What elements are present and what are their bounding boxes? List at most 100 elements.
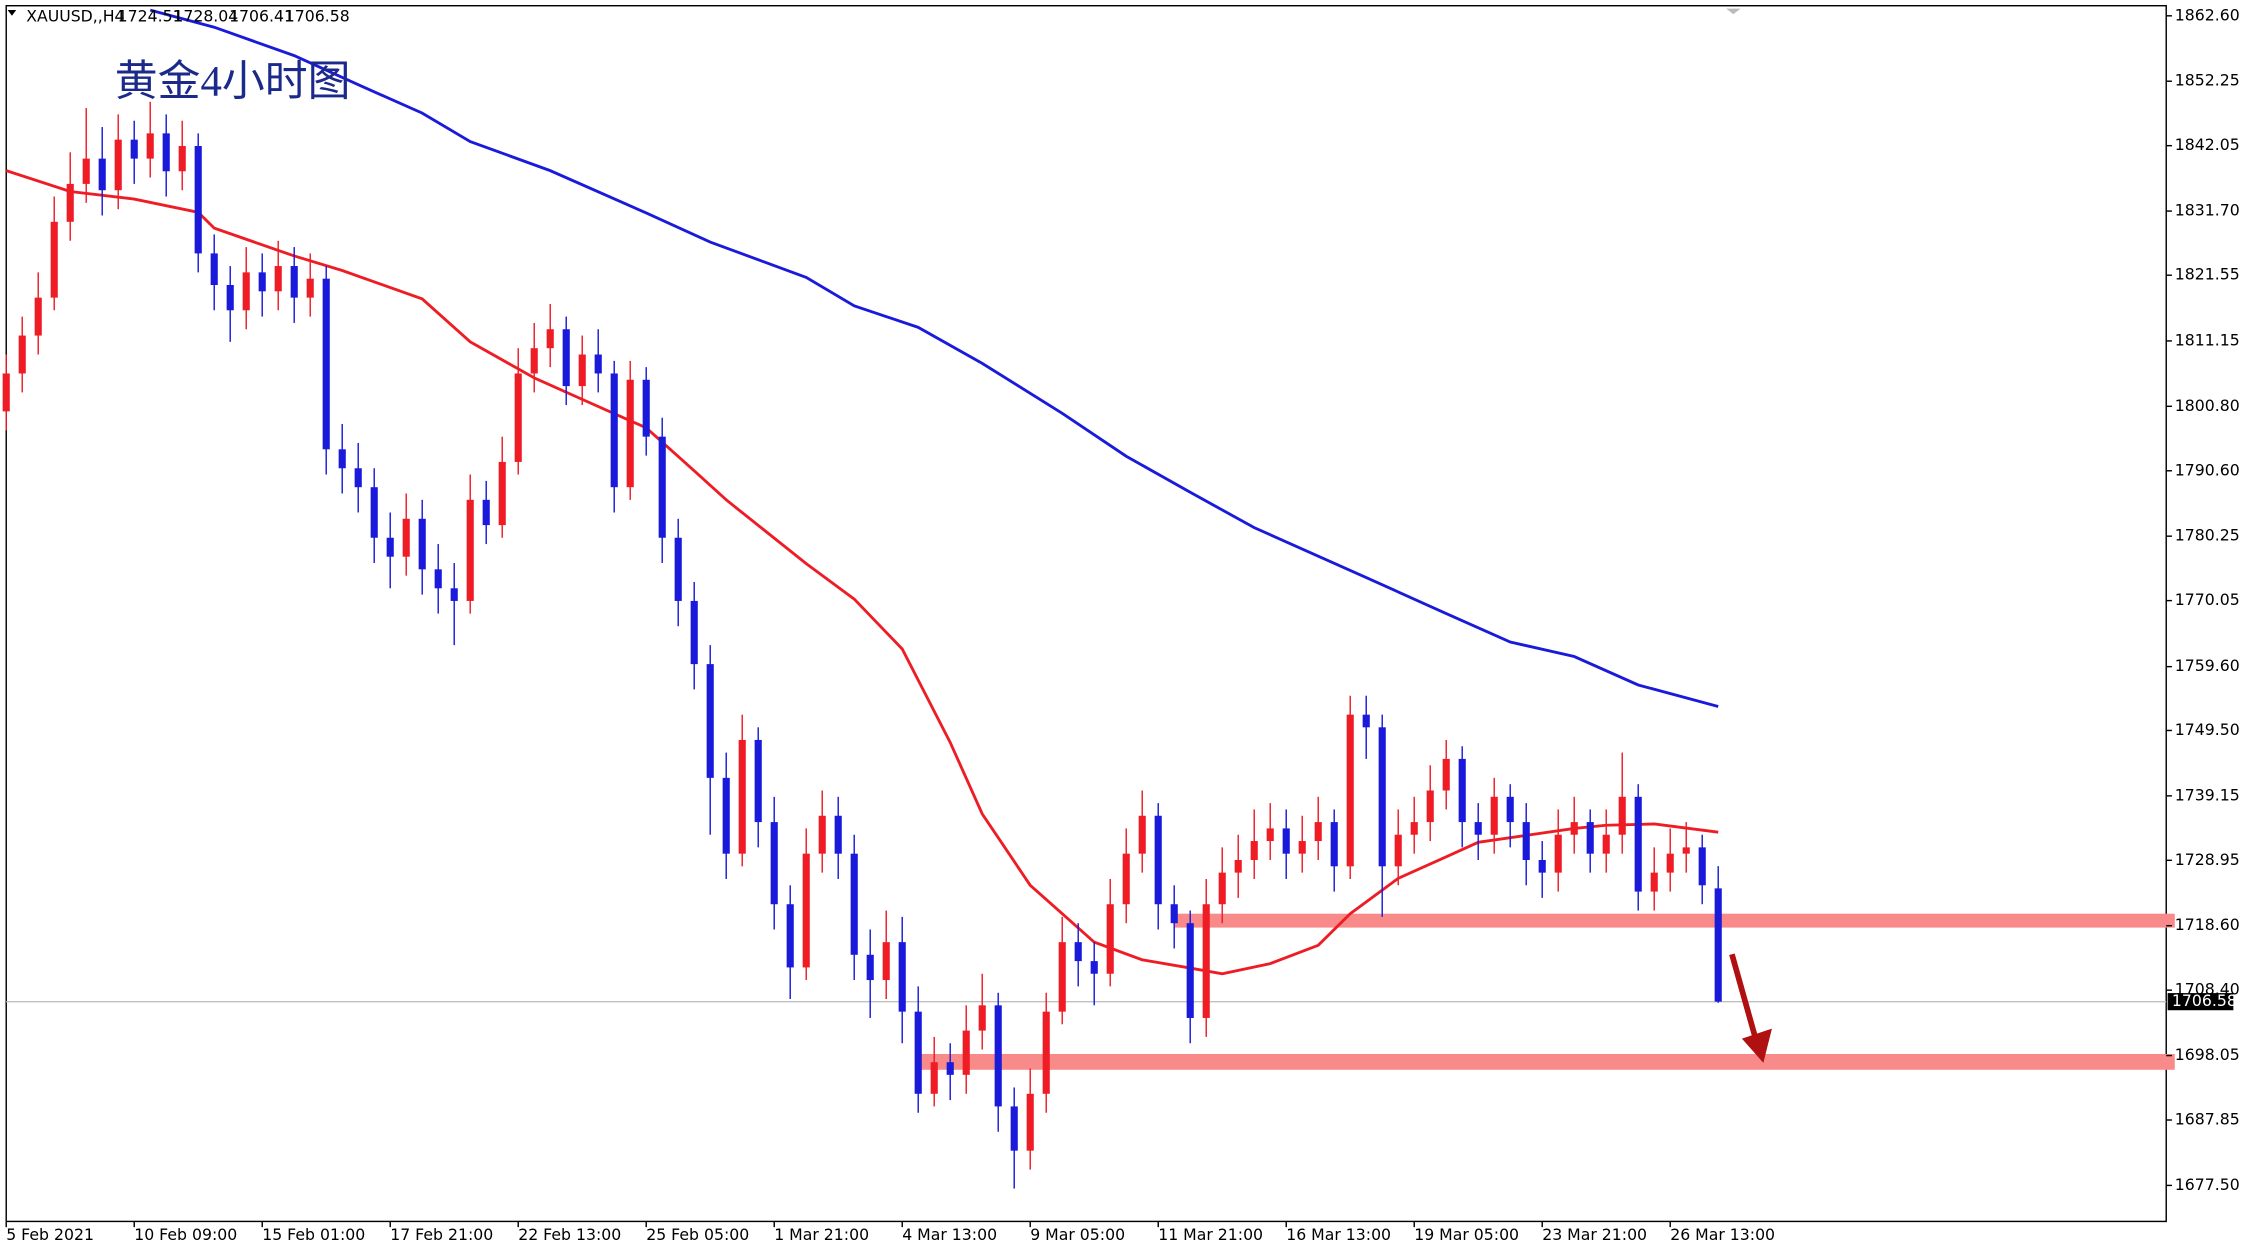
- candle-body: [850, 853, 858, 955]
- candle-body: [786, 904, 794, 968]
- candle-body: [1602, 834, 1610, 854]
- candle-body: [978, 1005, 986, 1031]
- y-tick-label: 1759.60: [2175, 656, 2240, 675]
- candle-body: [626, 379, 634, 488]
- support-zone: [1174, 913, 2175, 928]
- y-tick-label: 1790.60: [2175, 460, 2240, 479]
- candle-body: [1218, 872, 1226, 905]
- candle-body: [1010, 1106, 1018, 1151]
- ohlc-low: 1706.41: [229, 7, 294, 26]
- candle-body: [690, 600, 698, 665]
- plot-frame: [5, 5, 2167, 1223]
- candle-body: [1554, 834, 1562, 873]
- candle-body: [1618, 796, 1626, 835]
- arrow-head: [1741, 1028, 1772, 1063]
- moving-average: [149, 8, 1719, 708]
- candle-body: [514, 373, 522, 462]
- candle-body: [930, 1062, 938, 1094]
- candle-body: [82, 158, 90, 184]
- x-tick-label: 10 Feb 09:00: [134, 1225, 237, 1244]
- candle-body: [674, 537, 682, 601]
- candle-body: [242, 272, 250, 311]
- y-tick-label: 1800.80: [2175, 396, 2240, 415]
- y-tick-label: 1842.05: [2175, 135, 2240, 154]
- candle-body: [1378, 727, 1386, 867]
- candle-body: [1234, 860, 1242, 873]
- candle-body: [818, 815, 826, 854]
- candle-body: [1634, 796, 1642, 892]
- candle-body: [34, 297, 42, 336]
- x-tick-label: 16 Mar 13:00: [1286, 1225, 1391, 1244]
- candle-body: [1362, 714, 1370, 728]
- candle-body: [386, 537, 394, 557]
- candle-body: [146, 133, 154, 159]
- x-tick-label: 11 Mar 21:00: [1158, 1225, 1263, 1244]
- candle-body: [658, 436, 666, 538]
- candle-body: [130, 139, 138, 159]
- candle-body: [1330, 822, 1338, 867]
- candle-body: [802, 853, 810, 968]
- candle-body: [498, 461, 506, 526]
- candle-body: [1282, 828, 1290, 854]
- x-tick-label: 4 Mar 13:00: [902, 1225, 997, 1244]
- candle-body: [1474, 822, 1482, 835]
- arrow-shaft: [1729, 953, 1758, 1037]
- candle-body: [1570, 822, 1578, 835]
- support-zone: [918, 1053, 2175, 1070]
- candle-body: [1410, 822, 1418, 835]
- candle-body: [114, 139, 122, 191]
- x-tick-label: 9 Mar 05:00: [1030, 1225, 1125, 1244]
- shift-marker: [1726, 8, 1741, 15]
- candle-body: [418, 518, 426, 570]
- candle-body: [1666, 853, 1674, 873]
- x-tick-label: 26 Mar 13:00: [1670, 1225, 1775, 1244]
- candle-body: [642, 379, 650, 437]
- candle-body: [770, 822, 778, 905]
- candle-body: [434, 569, 442, 589]
- y-tick-label: 1687.85: [2175, 1110, 2240, 1129]
- chart-title: 黄金4小时图: [115, 58, 351, 106]
- candle-body: [1138, 815, 1146, 854]
- candle-body: [370, 487, 378, 538]
- candle-body: [1314, 822, 1322, 842]
- candle-body: [866, 954, 874, 981]
- candle-body: [914, 1011, 922, 1094]
- x-tick-label: 19 Mar 05:00: [1414, 1225, 1519, 1244]
- candle-body: [1202, 904, 1210, 1018]
- candle-body: [1026, 1093, 1034, 1151]
- ohlc-high: 1728.04: [173, 7, 238, 26]
- candle-body: [1042, 1011, 1050, 1094]
- candle-body: [194, 145, 202, 254]
- candle-body: [1698, 847, 1706, 886]
- candle-body: [338, 449, 346, 469]
- candle-body: [594, 354, 602, 374]
- candle-body: [882, 942, 890, 981]
- x-tick-label: 22 Feb 13:00: [518, 1225, 621, 1244]
- candle-body: [1442, 758, 1450, 791]
- candle-body: [258, 272, 266, 292]
- candle-body: [1586, 822, 1594, 854]
- candle-body: [322, 278, 330, 450]
- candle-body: [66, 183, 74, 222]
- candle-body: [402, 518, 410, 557]
- candle-body: [1490, 796, 1498, 835]
- candle-body: [482, 499, 490, 526]
- candle-body: [706, 664, 714, 778]
- candle-body: [1522, 822, 1530, 860]
- menu-marker: [7, 10, 17, 16]
- candle-body: [1346, 714, 1354, 867]
- y-tick-label: 1821.55: [2175, 265, 2240, 284]
- y-tick-label: 1852.25: [2175, 71, 2240, 90]
- candle-body: [274, 266, 282, 292]
- candle-body: [290, 266, 298, 298]
- candle-body: [1058, 942, 1066, 1012]
- candle-body: [754, 739, 762, 823]
- price-label-bg: [2167, 993, 2234, 1011]
- y-tick-label: 1811.15: [2175, 330, 2240, 349]
- symbol: XAUUSD,,H4: [26, 7, 124, 26]
- candle-body: [610, 373, 618, 488]
- y-tick-label: 1698.05: [2175, 1045, 2240, 1064]
- candle-body: [546, 329, 554, 349]
- candle-body: [1170, 904, 1178, 924]
